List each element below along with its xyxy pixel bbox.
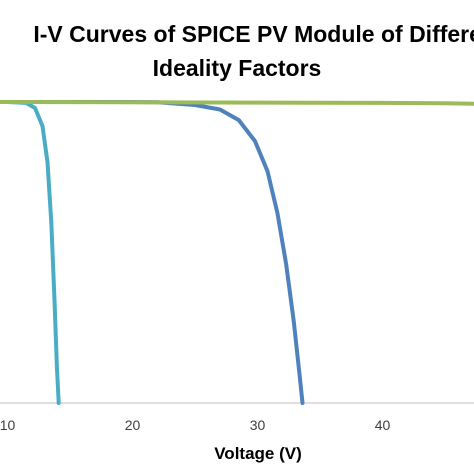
series-line-1 [0,100,61,405]
x-tick-label: 10 [0,417,15,433]
chart-title-line-2: Ideality Factors [153,55,322,81]
x-tick-label: 30 [250,417,266,433]
x-tick-labels: 10 20 30 40 [0,417,390,433]
x-tick-label: 40 [375,417,391,433]
plot-series [0,100,474,405]
series-line-3 [0,100,474,106]
x-tick-label: 20 [125,417,141,433]
x-axis-label: Voltage (V) [214,444,302,463]
chart-title-line-1: I-V Curves of SPICE PV Module of Differe… [33,21,474,47]
